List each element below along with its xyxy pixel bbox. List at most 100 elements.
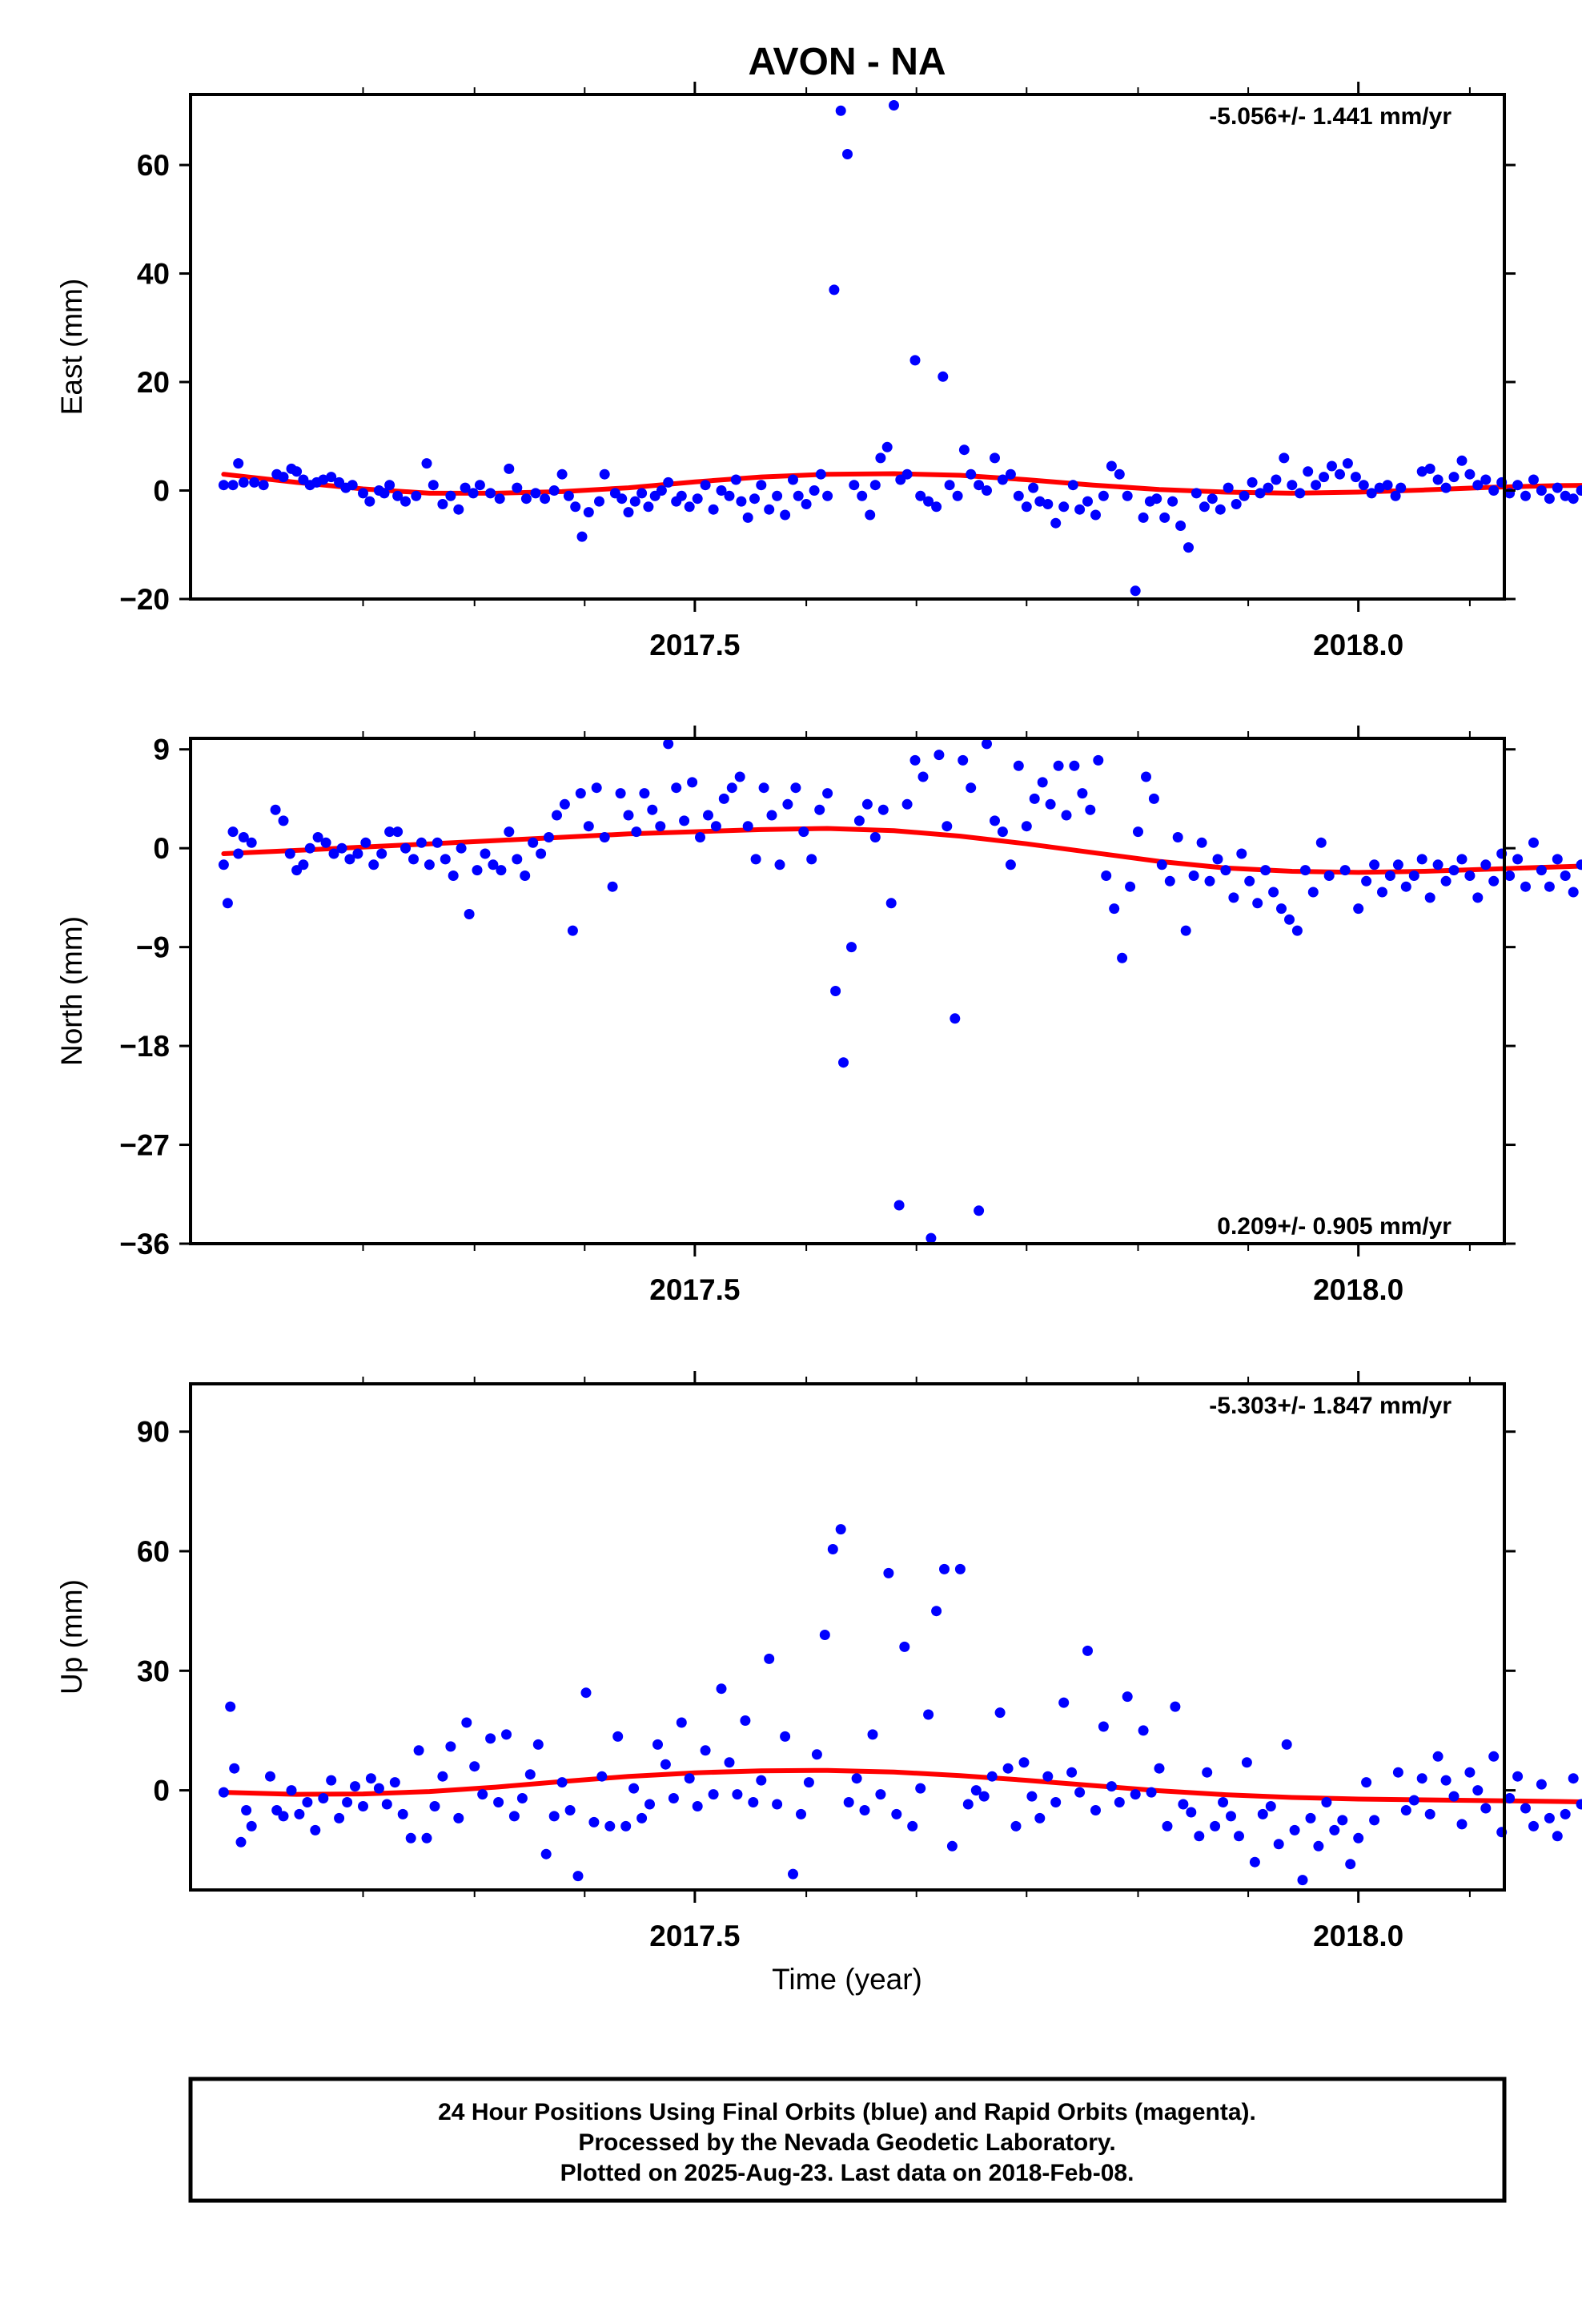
east-data-point — [1138, 512, 1149, 523]
north-data-point — [1029, 793, 1040, 804]
east-data-point — [1287, 480, 1298, 491]
north-data-point — [1117, 952, 1128, 963]
up-data-point — [1536, 1779, 1547, 1790]
north-data-point — [1236, 848, 1247, 859]
up-data-point — [229, 1763, 240, 1774]
north-data-point — [1037, 777, 1048, 788]
east-data-point — [1215, 504, 1226, 515]
up-data-point — [1424, 1808, 1435, 1819]
east-data-point — [1013, 490, 1024, 501]
east-data-point — [400, 496, 411, 507]
north-data-point — [974, 1205, 985, 1216]
north-data-point — [742, 821, 753, 832]
east-data-point — [326, 472, 337, 483]
up-ytick-label: 90 — [137, 1416, 170, 1449]
up-data-point — [1002, 1763, 1014, 1774]
north-data-point — [312, 832, 323, 842]
up-data-point — [1432, 1751, 1443, 1762]
east-data-point — [772, 490, 783, 501]
north-data-point — [552, 810, 562, 821]
up-data-point — [883, 1567, 894, 1578]
east-data-point — [1050, 517, 1062, 529]
east-data-point — [1560, 490, 1571, 501]
up-data-point — [1226, 1811, 1236, 1822]
north-data-point — [424, 859, 435, 870]
east-data-point — [881, 441, 893, 452]
north-data-point — [328, 848, 339, 859]
north-data-point — [838, 1057, 849, 1068]
up-data-point — [334, 1812, 345, 1823]
north-data-point — [591, 782, 602, 794]
east-data-point — [1366, 488, 1377, 499]
east-data-point — [938, 371, 949, 382]
up-data-point — [580, 1687, 592, 1699]
east-data-point — [676, 490, 687, 501]
up-data-point — [851, 1773, 862, 1784]
north-data-point — [822, 788, 833, 799]
east-data-point — [1432, 474, 1443, 485]
up-data-point — [1186, 1807, 1197, 1818]
up-data-point — [891, 1808, 902, 1819]
east-data-point — [494, 493, 505, 505]
north-data-point — [304, 842, 315, 854]
up-data-point — [246, 1820, 257, 1831]
up-data-point — [1297, 1875, 1308, 1886]
up-data-point — [477, 1789, 488, 1800]
east-data-point — [1191, 488, 1202, 499]
north-data-point — [926, 1232, 937, 1244]
north-data-point — [1568, 887, 1579, 898]
east-data-point — [278, 472, 289, 483]
north-data-point — [655, 821, 666, 832]
north-data-point — [416, 837, 427, 848]
north-data-point — [1440, 875, 1452, 887]
up-data-point — [652, 1739, 663, 1750]
east-data-point — [788, 474, 798, 485]
north-data-point — [480, 848, 491, 859]
east-data-point — [952, 490, 963, 501]
up-fit-line — [221, 1767, 1582, 1805]
east-data-point — [1074, 504, 1086, 515]
north-data-point — [885, 898, 897, 909]
north-data-point — [1504, 870, 1516, 881]
up-data-point — [350, 1781, 360, 1792]
north-data-point — [456, 842, 467, 854]
east-data-point — [520, 493, 532, 505]
up-data-point — [692, 1801, 703, 1811]
east-data-point — [599, 468, 610, 480]
north-data-point — [710, 821, 721, 832]
east-data-point — [623, 507, 634, 518]
east-data-point — [730, 474, 741, 485]
east-data-point — [530, 488, 541, 499]
east-data-point — [384, 480, 396, 491]
east-data-point — [1520, 490, 1531, 501]
east-data-point — [1279, 452, 1290, 464]
east-data-point — [764, 504, 775, 515]
north-data-point — [679, 815, 690, 826]
north-data-point — [639, 788, 650, 799]
north-data-point — [488, 859, 499, 870]
east-data-point — [249, 476, 260, 488]
east-data-point — [474, 480, 485, 491]
north-data-point — [1077, 788, 1088, 799]
east-data-point — [1311, 480, 1322, 491]
up-data-point — [588, 1816, 600, 1827]
north-data-point — [1448, 865, 1460, 876]
east-data-point — [801, 499, 812, 509]
east-data-point — [1374, 482, 1385, 493]
up-data-point — [684, 1773, 695, 1784]
north-data-point — [298, 859, 309, 870]
east-data-point — [742, 512, 753, 523]
up-data-point — [469, 1761, 480, 1772]
north-data-point — [1464, 870, 1476, 881]
north-data-point — [575, 788, 586, 799]
up-data-point — [1170, 1701, 1181, 1712]
east-data-point — [990, 452, 1000, 464]
east-data-point — [815, 468, 826, 480]
up-data-point — [1154, 1763, 1165, 1774]
east-data-point — [749, 493, 760, 505]
up-data-point — [1369, 1815, 1380, 1826]
up-data-point — [271, 1805, 283, 1815]
east-xtick-label: 2018.0 — [1313, 629, 1403, 661]
up-panel: 0 30 60 90 2017.5 2018.0 Up (mm) -5.303+/- 1.… — [55, 1371, 1582, 1952]
north-data-point — [766, 810, 777, 821]
